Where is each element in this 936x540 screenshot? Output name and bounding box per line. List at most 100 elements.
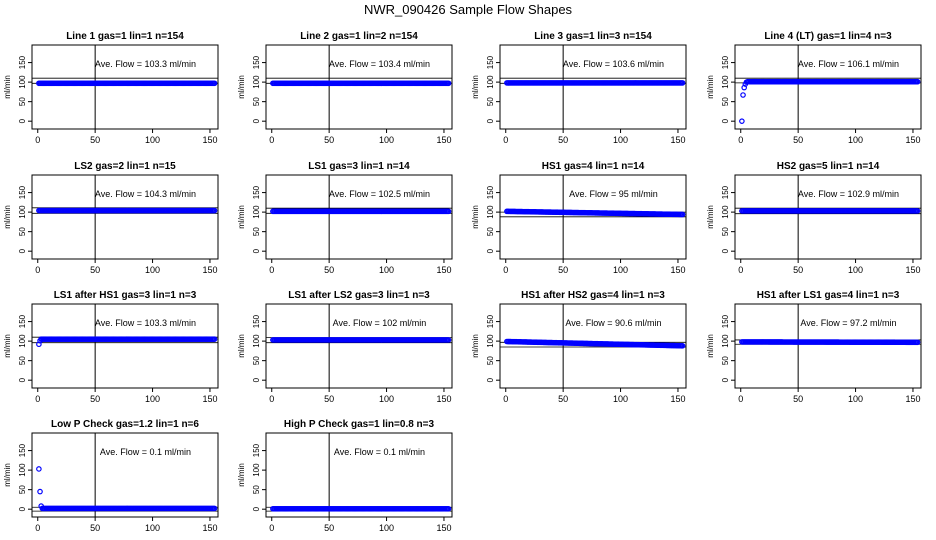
plot-frame — [265, 432, 453, 518]
x-tick-label: 0 — [503, 265, 508, 275]
y-tick-label: 100 — [486, 75, 495, 89]
data-point — [739, 118, 745, 124]
y-axis-label: ml/min — [3, 463, 12, 487]
average-flow-label: Ave. Flow = 97.2 ml/min — [800, 318, 896, 328]
x-tick-label: 50 — [324, 523, 334, 533]
y-axis-label: ml/min — [237, 205, 246, 229]
x-tick-label: 50 — [793, 135, 803, 145]
average-flow-label: Ave. Flow = 95 ml/min — [569, 189, 658, 199]
data-point — [445, 337, 452, 343]
average-flow-label: Ave. Flow = 103.4 ml/min — [329, 59, 430, 69]
x-tick-label: 100 — [848, 265, 863, 275]
panel-title: Line 1 gas=1 lin=1 n=154 — [66, 31, 184, 42]
x-tick-label: 50 — [558, 135, 568, 145]
data-point — [445, 208, 452, 215]
y-tick-label: 150 — [252, 55, 261, 69]
panel: LS1 gas=3 lin=1 n=14 ml/min 0 50 100 150 0 50 10… — [237, 161, 453, 275]
x-tick-label: 150 — [670, 394, 685, 404]
y-axis-label: ml/min — [706, 205, 715, 229]
y-tick-label: 50 — [18, 97, 27, 106]
y-tick-label: 150 — [18, 55, 27, 69]
y-tick-label: 50 — [486, 356, 495, 365]
y-tick-label: 0 — [721, 118, 730, 123]
x-tick-label: 100 — [379, 135, 394, 145]
plot-frame — [265, 174, 453, 260]
y-tick-label: 150 — [721, 185, 730, 199]
x-tick-label: 150 — [202, 135, 217, 145]
average-flow-label: Ave. Flow = 103.3 ml/min — [95, 318, 196, 328]
panel-title: LS1 after LS2 gas=3 lin=1 n=3 — [288, 290, 430, 301]
average-flow-label: Ave. Flow = 103.3 ml/min — [95, 59, 196, 69]
panel: Line 1 gas=1 lin=1 n=154 ml/min 0 50 100 150 0… — [3, 31, 219, 145]
data-point — [211, 336, 218, 342]
x-tick-label: 150 — [202, 523, 217, 533]
x-tick-label: 0 — [35, 523, 40, 533]
y-tick-label: 150 — [721, 314, 730, 328]
x-tick-label: 150 — [436, 135, 451, 145]
y-tick-label: 0 — [18, 506, 27, 511]
panel-title: Line 3 gas=1 lin=3 n=154 — [534, 31, 652, 42]
x-tick-label: 150 — [670, 265, 685, 275]
average-flow-label: Ave. Flow = 102.5 ml/min — [329, 189, 430, 199]
x-tick-label: 100 — [613, 265, 628, 275]
y-tick-label: 0 — [18, 377, 27, 382]
plot-frame — [499, 303, 687, 389]
panel-title: LS1 after HS1 gas=3 lin=1 n=3 — [54, 290, 197, 301]
data-point — [211, 80, 218, 87]
y-tick-label: 0 — [721, 248, 730, 253]
y-tick-label: 50 — [721, 227, 730, 236]
average-flow-label: Ave. Flow = 0.1 ml/min — [100, 447, 191, 457]
y-tick-label: 150 — [486, 55, 495, 69]
y-tick-label: 50 — [18, 356, 27, 365]
average-flow-label: Ave. Flow = 0.1 ml/min — [334, 447, 425, 457]
y-axis-label: ml/min — [471, 205, 480, 229]
x-tick-label: 150 — [905, 265, 920, 275]
x-tick-label: 100 — [145, 265, 160, 275]
y-tick-label: 100 — [721, 205, 730, 219]
x-tick-label: 150 — [436, 523, 451, 533]
data-point — [679, 343, 686, 349]
data-point — [445, 80, 452, 87]
x-tick-label: 50 — [90, 265, 100, 275]
x-tick-label: 0 — [269, 394, 274, 404]
y-tick-label: 0 — [486, 248, 495, 253]
plot-frame — [265, 44, 453, 130]
panel-title: Low P Check gas=1.2 lin=1 n=6 — [51, 419, 199, 430]
average-flow-label: Ave. Flow = 102.9 ml/min — [798, 189, 899, 199]
plot-frame — [31, 303, 219, 389]
y-tick-label: 0 — [252, 506, 261, 511]
x-tick-label: 50 — [90, 394, 100, 404]
y-tick-label: 100 — [721, 75, 730, 89]
y-tick-label: 100 — [18, 75, 27, 89]
y-axis-label: ml/min — [3, 75, 12, 99]
y-tick-label: 0 — [486, 118, 495, 123]
y-tick-label: 100 — [18, 463, 27, 477]
y-tick-label: 100 — [252, 75, 261, 89]
x-tick-label: 100 — [379, 523, 394, 533]
panel-title: Line 4 (LT) gas=1 lin=4 n=3 — [764, 31, 892, 42]
y-axis-label: ml/min — [3, 205, 12, 229]
data-point — [211, 505, 218, 512]
y-axis-label: ml/min — [237, 75, 246, 99]
data-point — [37, 488, 43, 495]
y-tick-label: 100 — [252, 205, 261, 219]
data-point — [36, 466, 42, 472]
x-tick-label: 0 — [738, 265, 743, 275]
y-tick-label: 100 — [721, 334, 730, 348]
x-tick-label: 50 — [90, 523, 100, 533]
y-axis-label: ml/min — [471, 75, 480, 99]
x-tick-label: 0 — [738, 135, 743, 145]
plot-frame — [734, 303, 922, 389]
y-tick-label: 0 — [252, 377, 261, 382]
y-tick-label: 150 — [486, 185, 495, 199]
x-tick-label: 100 — [145, 394, 160, 404]
data-point — [679, 80, 686, 86]
y-tick-label: 0 — [18, 248, 27, 253]
y-tick-label: 0 — [18, 118, 27, 123]
x-tick-label: 50 — [324, 394, 334, 404]
x-tick-label: 0 — [269, 265, 274, 275]
y-tick-label: 150 — [252, 443, 261, 457]
panel-title: LS2 gas=2 lin=1 n=15 — [74, 161, 176, 172]
y-axis-label: ml/min — [237, 463, 246, 487]
x-tick-label: 100 — [145, 523, 160, 533]
